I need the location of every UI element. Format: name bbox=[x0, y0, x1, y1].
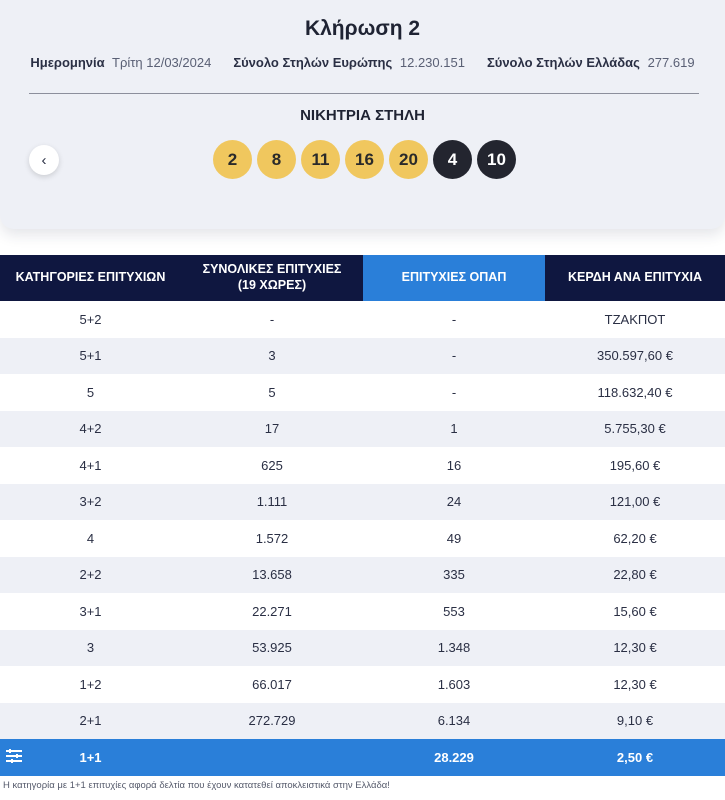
table-row: 3 53.925 1.348 12,30 € bbox=[0, 629, 725, 666]
prize-cell: 12,30 € bbox=[545, 629, 725, 666]
total-winners-cell: 22.271 bbox=[252, 603, 292, 619]
divider bbox=[29, 93, 699, 94]
prize-cell: 5.755,30 € bbox=[545, 410, 725, 447]
opap-winners-cell: 16 bbox=[446, 457, 462, 473]
opap-winners-cell: 335 bbox=[363, 556, 545, 593]
greece-total: Σύνολο Στηλών Ελλάδας 277.619 bbox=[487, 55, 695, 70]
total-winners-cell: 13.658 bbox=[181, 556, 363, 593]
total-winners bbox=[181, 739, 363, 776]
prize-cell: 22,80 € bbox=[545, 556, 725, 593]
total-winners-cell: - bbox=[269, 311, 275, 327]
europe-total-value: 12.230.151 bbox=[399, 55, 465, 70]
category-cell: 4 bbox=[86, 530, 95, 546]
winning-numbers: 2 8 11 16 20 4 10 bbox=[213, 140, 516, 179]
total-winners-cell: 1.111 bbox=[181, 483, 363, 520]
total-prize: 2,50 € bbox=[545, 739, 725, 776]
opap-winners-cell: 1 bbox=[363, 410, 545, 447]
category-cell: 5+2 bbox=[79, 311, 102, 327]
table-row: 4+1 625 16 195,60 € bbox=[0, 447, 725, 484]
prize-breakdown-table: ΚΑΤΗΓΟΡΙΕΣ ΕΠΙΤΥΧΙΩΝ ΣΥΝΟΛΙΚΕΣ ΕΠΙΤΥΧΙΕΣ… bbox=[0, 255, 725, 776]
draw-date: Ημερομηνία Τρίτη 12/03/2024 bbox=[30, 55, 211, 70]
star-ball: 4 bbox=[433, 140, 472, 179]
table-header-row: ΚΑΤΗΓΟΡΙΕΣ ΕΠΙΤΥΧΙΩΝ ΣΥΝΟΛΙΚΕΣ ΕΠΙΤΥΧΙΕΣ… bbox=[0, 255, 725, 301]
star-ball: 10 bbox=[477, 140, 516, 179]
europe-total-label: Σύνολο Στηλών Ευρώπης bbox=[233, 55, 393, 70]
greece-total-value: 277.619 bbox=[647, 55, 695, 70]
prize-cell: 350.597,60 € bbox=[545, 337, 725, 374]
table-row: 1+2 66.017 1.603 12,30 € bbox=[0, 666, 725, 703]
table-row: 5+1 3-350.597,60 € bbox=[0, 337, 725, 374]
number-ball: 11 bbox=[301, 140, 340, 179]
draw-title: Κλήρωση 2 bbox=[304, 17, 421, 40]
previous-draw-button[interactable]: ‹ bbox=[29, 145, 59, 175]
prize-cell: 121,00 € bbox=[545, 483, 725, 520]
category-cell: 3+2 bbox=[0, 483, 181, 520]
header-opap-winners: ΕΠΙΤΥΧΙΕΣ ΟΠΑΠ bbox=[363, 255, 545, 301]
header-prize-per-winner: ΚΕΡΔΗ ΑΝΑ ΕΠΙΤΥΧΙΑ bbox=[545, 255, 725, 301]
opap-winners-cell: 553 bbox=[443, 603, 465, 619]
header-total-winners: ΣΥΝΟΛΙΚΕΣ ΕΠΙΤΥΧΙΕΣ (19 ΧΩΡΕΣ) bbox=[181, 255, 363, 301]
header-categories: ΚΑΤΗΓΟΡΙΕΣ ΕΠΙΤΥΧΙΩΝ bbox=[0, 255, 181, 301]
table-row: 3+1 22.271 553 15,60 € bbox=[0, 593, 725, 630]
table-row: 4+2 17 1 5.755,30 € bbox=[0, 410, 725, 447]
opap-winners-cell: 24 bbox=[363, 483, 545, 520]
prize-cell: 195,60 € bbox=[609, 457, 661, 473]
total-opap: 28.229 bbox=[363, 739, 545, 776]
total-winners-cell: 66.017 bbox=[252, 676, 292, 692]
total-winners-cell: 1.572 bbox=[255, 530, 289, 546]
category-cell: 4+1 bbox=[79, 457, 102, 473]
prize-cell: 12,30 € bbox=[613, 676, 657, 692]
total-winners-cell: 17 bbox=[181, 410, 363, 447]
prize-cell: ΤΖΑΚΠΟΤ bbox=[604, 311, 666, 327]
total-winners-cell: 5 bbox=[268, 384, 276, 400]
footnote: Η κατηγορία με 1+1 επιτυχίες αφορά δελτί… bbox=[3, 780, 390, 791]
chevron-left-icon: ‹ bbox=[41, 151, 47, 169]
category-cell: 1+2 bbox=[79, 676, 102, 692]
greece-total-label: Σύνολο Στηλών Ελλάδας bbox=[486, 55, 640, 70]
total-winners-cell: 53.925 bbox=[181, 629, 363, 666]
category-cell: 3 bbox=[0, 629, 181, 666]
list-icon[interactable] bbox=[6, 749, 22, 763]
category-cell: 5+1 bbox=[0, 337, 181, 374]
number-ball: 8 bbox=[257, 140, 296, 179]
prize-cell: 15,60 € bbox=[613, 603, 657, 619]
opap-winners-cell: - bbox=[451, 384, 457, 400]
opap-winners-cell: 1.348 bbox=[363, 629, 545, 666]
total-winners-cell: 625 bbox=[261, 457, 283, 473]
number-ball: 16 bbox=[345, 140, 384, 179]
opap-winners-cell: 1.603 bbox=[437, 676, 471, 692]
table-row: 5 5 - 118.632,40 € bbox=[0, 374, 725, 411]
draw-date-label: Ημερομηνία bbox=[30, 55, 105, 70]
total-winners-cell: 272.729 bbox=[181, 702, 363, 739]
total-category-cell: 1+1 bbox=[0, 739, 181, 776]
draw-date-value: Τρίτη 12/03/2024 bbox=[112, 55, 212, 70]
table-row: 5+2 - - ΤΖΑΚΠΟΤ bbox=[0, 301, 725, 338]
opap-winners-cell: - bbox=[451, 311, 457, 327]
category-cell: 3+1 bbox=[79, 603, 102, 619]
opap-winners-cell: - bbox=[363, 337, 545, 374]
winning-column-label: ΝΙΚΗΤΡΙΑ ΣΤΗΛΗ bbox=[300, 107, 425, 124]
opap-winners-cell: 49 bbox=[446, 530, 462, 546]
category-cell: 4+2 bbox=[0, 410, 181, 447]
opap-winners-cell: 6.134 bbox=[363, 702, 545, 739]
table-row: 3+2 1.111 24 121,00 € bbox=[0, 483, 725, 520]
prize-cell: 9,10 € bbox=[545, 702, 725, 739]
draw-meta: Ημερομηνία Τρίτη 12/03/2024 Σύνολο Στηλώ… bbox=[0, 55, 725, 70]
category-cell: 5 bbox=[86, 384, 95, 400]
total-category: 1+1 bbox=[79, 749, 102, 765]
total-winners-cell: 3 bbox=[181, 337, 363, 374]
category-cell: 2+2 bbox=[0, 556, 181, 593]
draw-summary-card: Κλήρωση 2 Ημερομηνία Τρίτη 12/03/2024 Σύ… bbox=[0, 0, 725, 229]
number-ball: 2 bbox=[213, 140, 252, 179]
total-row: 1+1 28.229 2,50 € bbox=[0, 739, 725, 776]
table-row: 2+1 272.729 6.134 9,10 € bbox=[0, 702, 725, 739]
table-row: 4 1.572 49 62,20 € bbox=[0, 520, 725, 557]
prize-cell: 62,20 € bbox=[613, 530, 657, 546]
europe-total: Σύνολο Στηλών Ευρώπης 12.230.151 bbox=[233, 55, 465, 70]
number-ball: 20 bbox=[389, 140, 428, 179]
prize-cell: 118.632,40 € bbox=[597, 384, 673, 400]
table-row: 2+2 13.658 335 22,80 € bbox=[0, 556, 725, 593]
category-cell: 2+1 bbox=[0, 702, 181, 739]
